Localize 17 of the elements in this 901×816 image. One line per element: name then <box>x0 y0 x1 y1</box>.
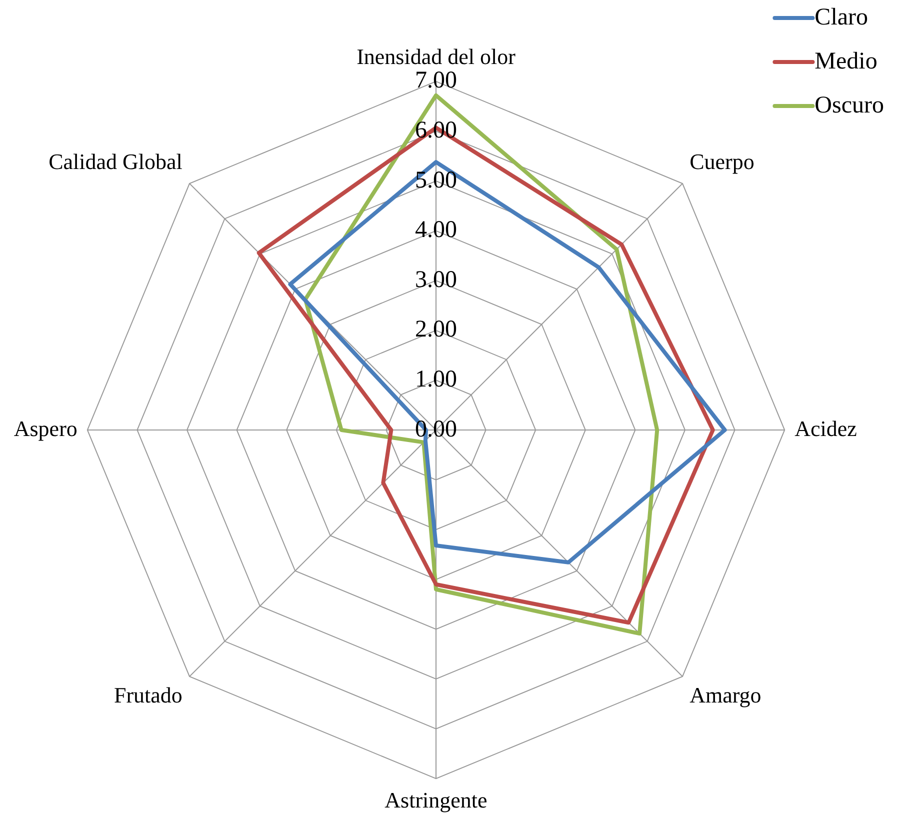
y-tick-label: 1.00 <box>415 366 457 392</box>
legend-label: Medio <box>814 48 878 74</box>
legend-label: Oscuro <box>814 92 884 118</box>
legend-label: Claro <box>814 4 868 30</box>
y-tick-label: 2.00 <box>415 316 457 343</box>
spoke-label: Acidez <box>794 416 858 441</box>
y-tick-label: 4.00 <box>415 217 457 244</box>
y-tick-label: 3.00 <box>415 266 457 293</box>
spoke-label: Aspero <box>14 416 78 441</box>
spoke-label: Amargo <box>690 682 762 708</box>
spoke-label: Astringente <box>384 788 488 813</box>
spoke-label: Calidad Global <box>48 149 182 174</box>
y-tick-label: 7.00 <box>415 68 457 94</box>
spoke-label: Cuerpo <box>690 149 754 174</box>
spoke-label: Frutado <box>114 682 182 708</box>
y-tick-label: 5.00 <box>415 167 457 194</box>
spoke-label: Inensidad del olor <box>356 44 516 69</box>
